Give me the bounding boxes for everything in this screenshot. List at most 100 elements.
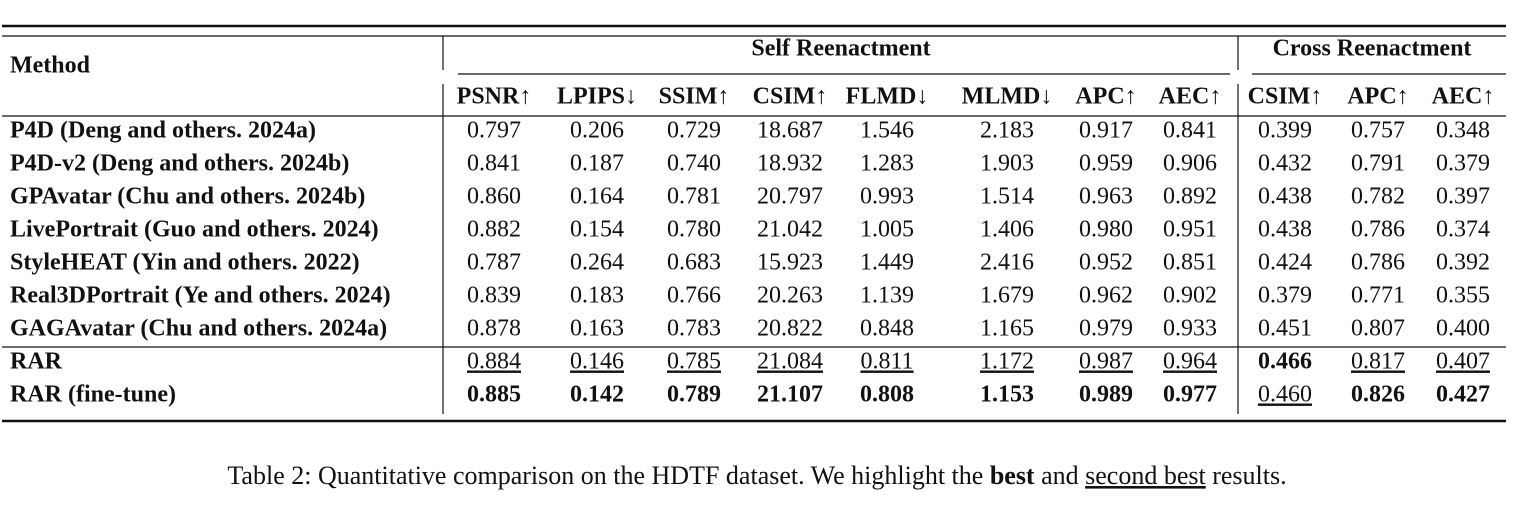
cell: 0.427	[1436, 382, 1490, 408]
method-name: GPAvatar (Chu and others. 2024b)	[10, 184, 365, 210]
cell: 0.964	[1163, 349, 1217, 375]
cell: 0.164	[570, 184, 624, 210]
cell: 0.851	[1163, 250, 1217, 276]
cell: 0.782	[1351, 184, 1405, 210]
method-name: P4D (Deng and others. 2024a)	[10, 118, 316, 144]
cell: 0.399	[1258, 118, 1312, 144]
cell: 0.878	[467, 316, 521, 342]
caption-text: results.	[1212, 461, 1286, 490]
cell: 0.740	[667, 151, 721, 177]
cell: 1.005	[860, 217, 914, 243]
cell: 0.785	[667, 349, 721, 375]
cell: 18.932	[757, 151, 823, 177]
method-name: StyleHEAT (Yin and others. 2022)	[10, 250, 360, 276]
cell: 1.679	[980, 283, 1034, 309]
cell: 0.729	[667, 118, 721, 144]
cell: 1.283	[860, 151, 914, 177]
cell: 0.348	[1436, 118, 1490, 144]
cell: 0.771	[1351, 283, 1405, 309]
cell: 0.959	[1079, 151, 1133, 177]
cell: 21.107	[757, 382, 823, 408]
cell: 0.917	[1079, 118, 1133, 144]
cell: 0.841	[1163, 118, 1217, 144]
method-name: RAR (fine-tune)	[10, 382, 176, 408]
cell: 0.962	[1079, 283, 1133, 309]
cell: 0.392	[1436, 250, 1490, 276]
cell: 0.987	[1079, 349, 1133, 375]
column-header: APC↑	[1347, 84, 1408, 110]
cell: 0.963	[1079, 184, 1133, 210]
cell: 0.980	[1079, 217, 1133, 243]
cell: 0.817	[1351, 349, 1405, 375]
cell: 0.882	[467, 217, 521, 243]
cell: 21.042	[757, 217, 823, 243]
cell: 0.977	[1163, 382, 1217, 408]
method-name: Real3DPortrait (Ye and others. 2024)	[10, 283, 391, 309]
cell: 0.841	[467, 151, 521, 177]
cell: 20.797	[757, 184, 823, 210]
cell: 0.902	[1163, 283, 1217, 309]
cell: 0.989	[1079, 382, 1133, 408]
cell: 0.438	[1258, 184, 1312, 210]
cell: 0.848	[860, 316, 914, 342]
method-name: P4D-v2 (Deng and others. 2024b)	[10, 151, 349, 177]
caption-text: second best	[1085, 461, 1206, 490]
cell: 18.687	[757, 118, 823, 144]
cell: 0.979	[1079, 316, 1133, 342]
cell: 20.822	[757, 316, 823, 342]
cell: 15.923	[757, 250, 823, 276]
cell: 0.460	[1258, 382, 1312, 408]
cell: 0.397	[1436, 184, 1490, 210]
cell: 1.406	[980, 217, 1034, 243]
column-header: CSIM↑	[753, 84, 828, 110]
column-header: AEC↑	[1432, 84, 1495, 110]
column-header: AEC↑	[1159, 84, 1222, 110]
cell: 0.187	[570, 151, 624, 177]
cell: 0.379	[1258, 283, 1312, 309]
cell: 2.416	[980, 250, 1034, 276]
cell: 20.263	[757, 283, 823, 309]
cell: 1.139	[860, 283, 914, 309]
cell: 0.264	[570, 250, 624, 276]
cell: 0.952	[1079, 250, 1133, 276]
cell: 0.163	[570, 316, 624, 342]
column-header: FLMD↓	[846, 84, 929, 110]
cell: 0.142	[570, 382, 624, 408]
cell: 2.183	[980, 118, 1034, 144]
cell: 0.466	[1258, 349, 1312, 375]
cell: 1.165	[980, 316, 1034, 342]
cell: 0.811	[860, 349, 913, 375]
cell: 0.424	[1258, 250, 1312, 276]
cell: 0.786	[1351, 217, 1405, 243]
cell: 0.797	[467, 118, 521, 144]
caption-text: Table 2: Quantitative comparison on the …	[227, 461, 983, 490]
cell: 0.885	[467, 382, 521, 408]
cell: 0.374	[1436, 217, 1490, 243]
cell: 0.407	[1436, 349, 1490, 375]
cell: 0.951	[1163, 217, 1217, 243]
group-header: Self Reenactment	[751, 36, 930, 62]
caption-text: best	[990, 461, 1035, 490]
cell: 0.683	[667, 250, 721, 276]
cell: 0.884	[467, 349, 521, 375]
cell: 0.783	[667, 316, 721, 342]
cell: 1.546	[860, 118, 914, 144]
cell: 0.789	[667, 382, 721, 408]
caption-text: and	[1041, 461, 1079, 490]
cell: 1.172	[980, 349, 1034, 375]
cell: 0.355	[1436, 283, 1490, 309]
cell: 0.766	[667, 283, 721, 309]
column-header: LPIPS↓	[557, 84, 637, 110]
cell: 0.432	[1258, 151, 1312, 177]
cell: 0.892	[1163, 184, 1217, 210]
column-header: CSIM↑	[1248, 84, 1323, 110]
method-name: GAGAvatar (Chu and others. 2024a)	[10, 316, 387, 342]
cell: 0.757	[1351, 118, 1405, 144]
cell: 0.154	[570, 217, 624, 243]
cell: 0.781	[667, 184, 721, 210]
cell: 0.787	[467, 250, 521, 276]
cell: 0.993	[860, 184, 914, 210]
cell: 0.807	[1351, 316, 1405, 342]
cell: 0.906	[1163, 151, 1217, 177]
cell: 0.400	[1436, 316, 1490, 342]
